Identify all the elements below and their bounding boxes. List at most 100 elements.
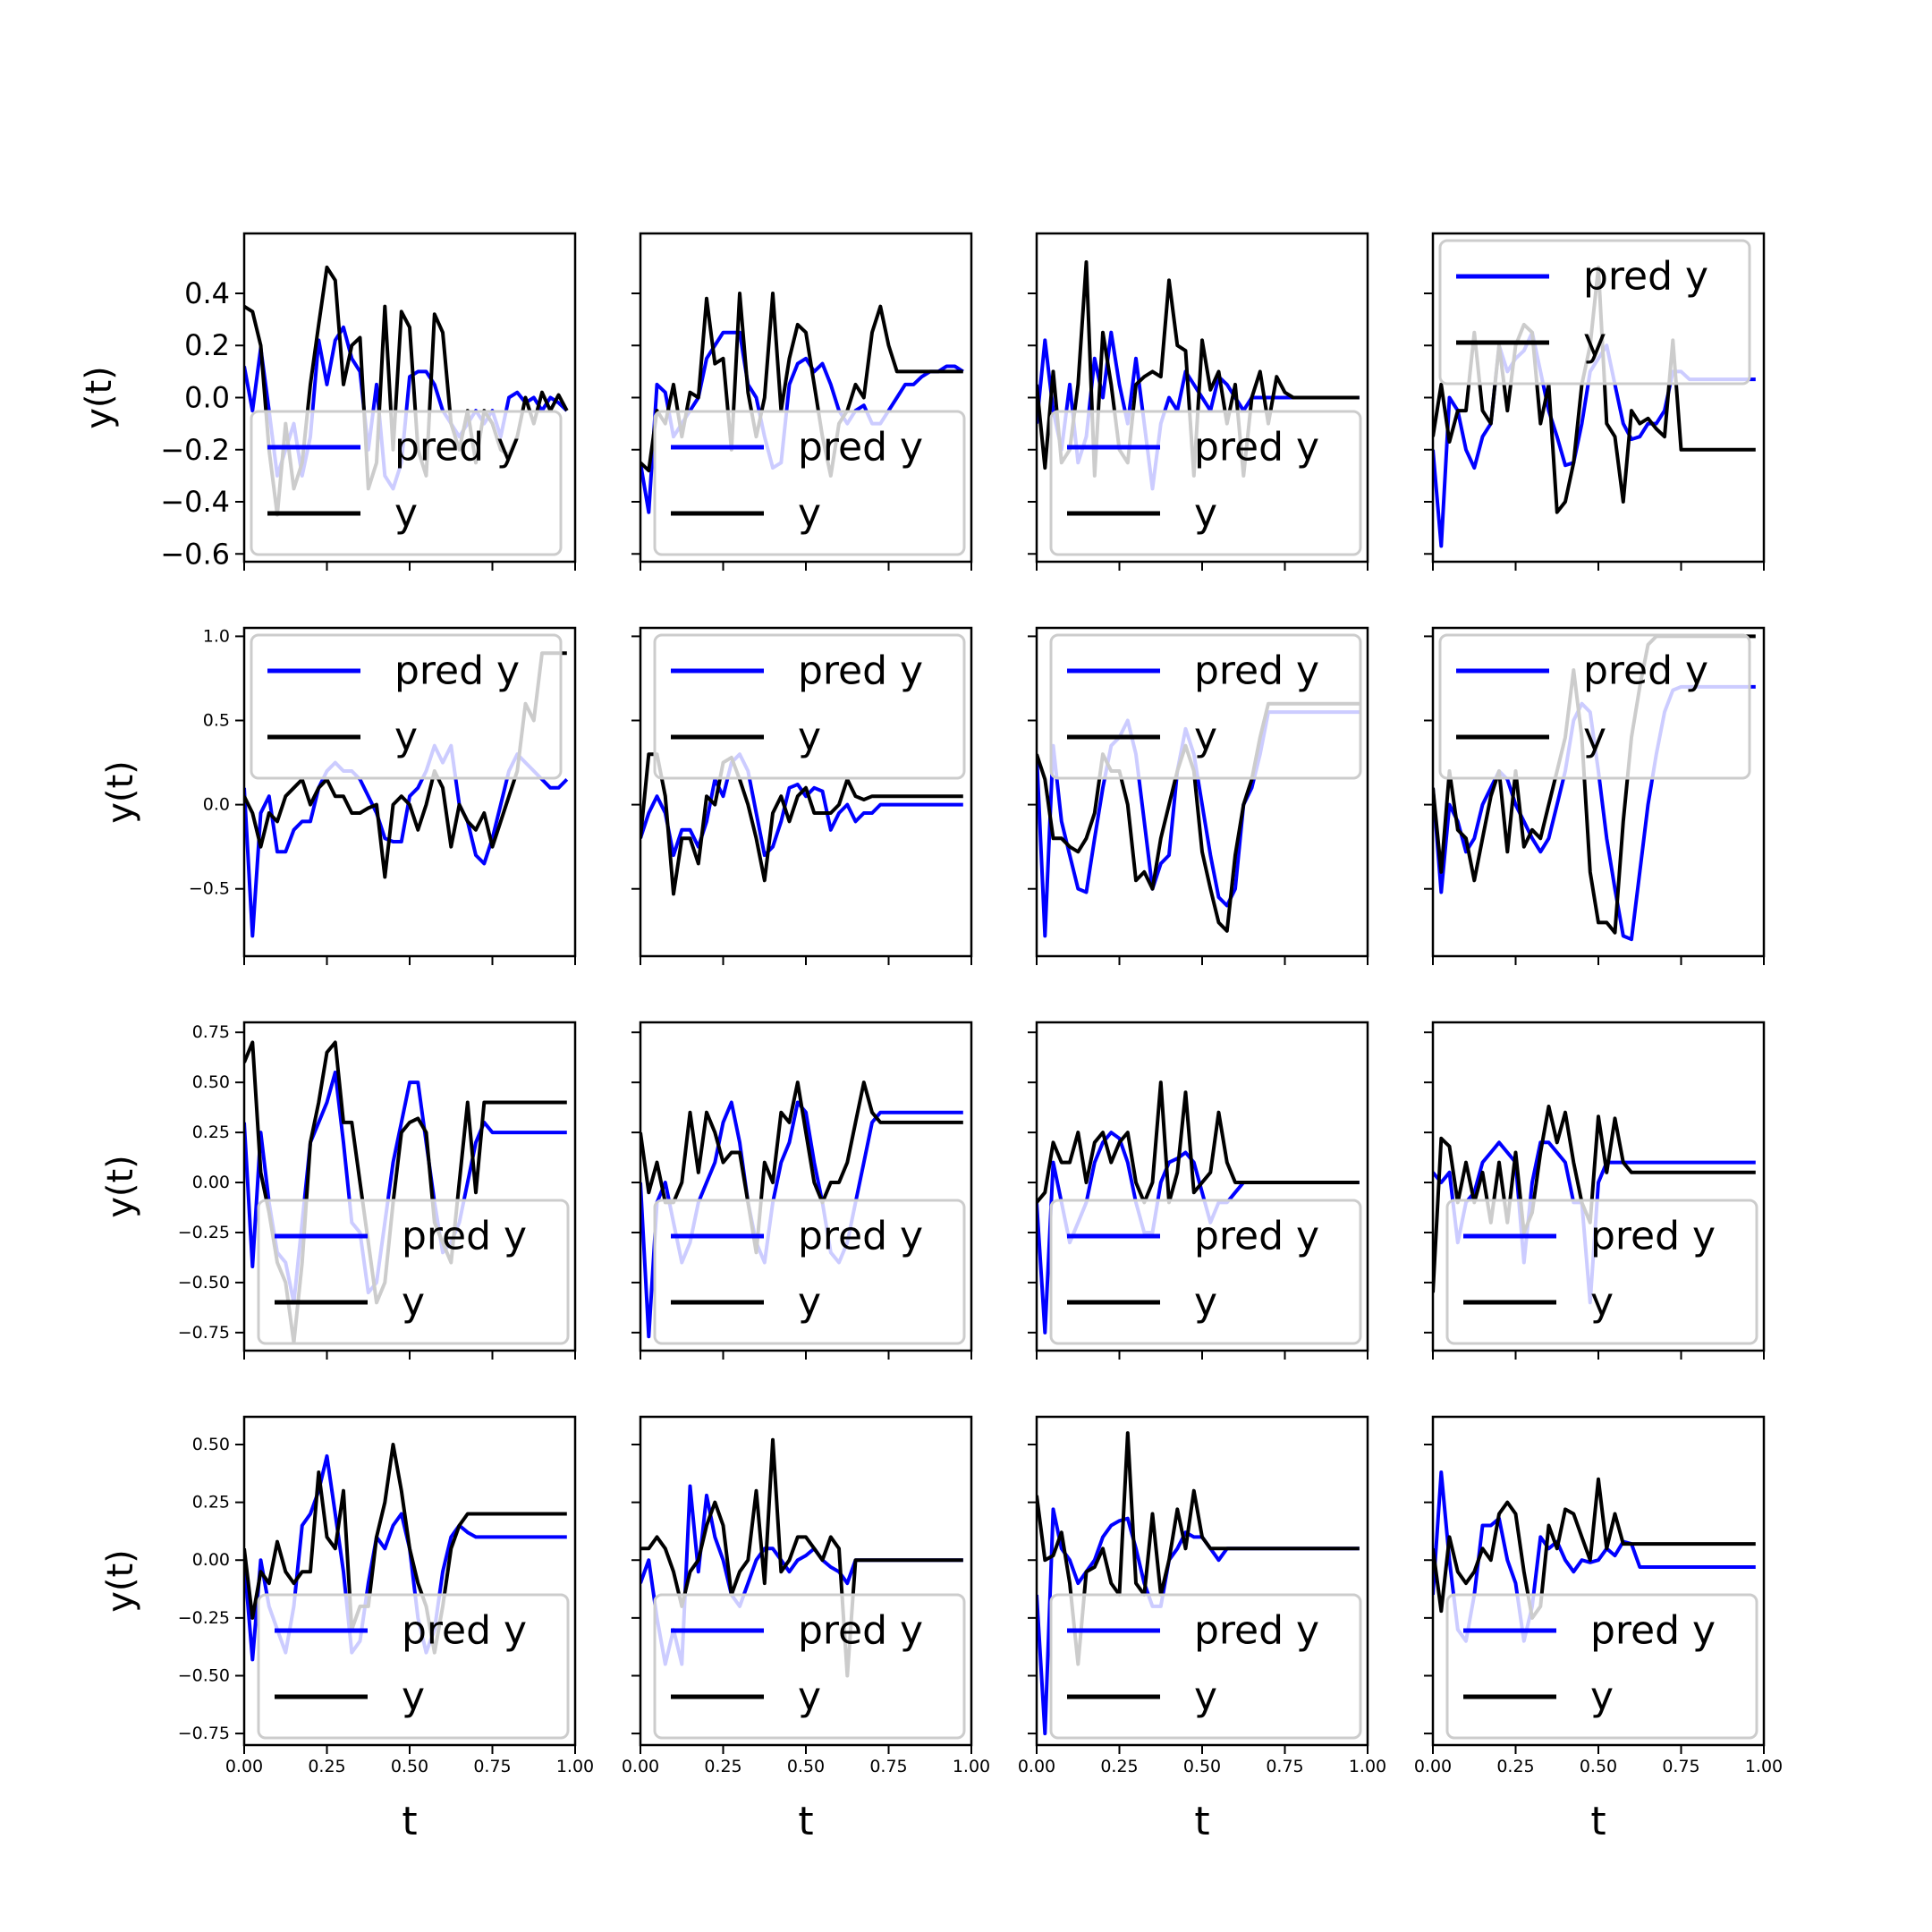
y-tick-label: −0.4: [160, 485, 230, 519]
y-axis-label: y(t): [100, 760, 141, 824]
subplot-r3c1: 0.00 0.25 0.50 0.75 1.00 t pred y y: [622, 1415, 990, 1844]
legend-label-y: y: [394, 491, 418, 537]
series-line-y: [640, 292, 963, 478]
x-tick-label: 1.00: [1745, 1757, 1783, 1776]
x-tick-label: 0.00: [225, 1757, 263, 1776]
y-axis-label: y(t): [79, 366, 120, 429]
legend-label-y: y: [798, 1674, 821, 1720]
series-group: [1433, 1470, 1756, 1643]
series-line-y: [1037, 260, 1360, 478]
axes-frame: [1035, 232, 1369, 564]
series-group: [640, 1437, 963, 1678]
subplot-r3c0: 0.50 0.25 0.00 −0.25 −0.50 −0.75 0.00 0.25 0.50 0…: [100, 1415, 594, 1844]
legend-label-pred-y: pred y: [798, 648, 923, 694]
axes-frame: [1431, 1021, 1766, 1352]
y-axis-label: y(t): [100, 1549, 141, 1613]
x-tick-label: 1.00: [556, 1757, 594, 1776]
y-tick-label: −0.25: [178, 1223, 230, 1242]
y-tick-label: 0.75: [192, 1022, 230, 1042]
legend: pred y y: [653, 410, 966, 556]
series-group: [1037, 260, 1360, 491]
legend-label-y: y: [1194, 715, 1217, 760]
legend-label-pred-y: pred y: [394, 425, 520, 470]
x-tick-label: 0.75: [1662, 1757, 1699, 1776]
legend-label-y: y: [1590, 1674, 1614, 1720]
axes-frame: [1035, 1415, 1369, 1747]
legend-label-y: y: [1194, 1674, 1217, 1720]
series-line-pred-y: [640, 330, 964, 514]
legend-label-y: y: [402, 1280, 425, 1326]
legend-label-y: y: [798, 491, 821, 537]
subplot-r2c1: pred y y: [631, 1021, 973, 1360]
axes-frame: [639, 626, 973, 958]
series-line-y: [1433, 1105, 1756, 1293]
axes-frame: [1035, 1021, 1369, 1352]
legend: pred y y: [1049, 1593, 1362, 1740]
y-tick-label: 0.25: [192, 1493, 230, 1513]
x-tick-label: 0.75: [473, 1757, 511, 1776]
x-tick-label: 0.00: [1018, 1757, 1055, 1776]
legend-label-y: y: [1583, 715, 1606, 760]
x-axis-label: t: [402, 1799, 417, 1844]
axes-frame: [1431, 232, 1766, 564]
legend-label-pred-y: pred y: [402, 1608, 527, 1654]
y-tick-label: −0.75: [178, 1724, 230, 1743]
legend-label-pred-y: pred y: [798, 1608, 923, 1654]
axes-frame: [242, 1415, 577, 1747]
y-tick-label: 0.00: [192, 1173, 230, 1192]
subplot-r1c3: pred y y: [1424, 626, 1766, 965]
subplot-r3c2: 0.00 0.25 0.50 0.75 1.00 t pred y y: [1018, 1415, 1386, 1844]
legend-label-pred-y: pred y: [1590, 1608, 1716, 1654]
y-tick-label: 0.00: [192, 1550, 230, 1570]
subplot-r2c2: pred y y: [1028, 1021, 1369, 1360]
series-line-pred-y: [1433, 1470, 1756, 1643]
legend: pred y y: [1049, 410, 1362, 556]
legend: pred y y: [257, 1593, 570, 1740]
legend-label-y: y: [402, 1674, 425, 1720]
y-tick-label: −0.6: [160, 537, 230, 571]
x-axis-label: t: [1194, 1799, 1209, 1844]
legend: pred y y: [653, 1593, 966, 1740]
x-tick-label: 0.25: [308, 1757, 345, 1776]
x-tick-label: 0.75: [1266, 1757, 1303, 1776]
series-line-y: [1433, 1477, 1756, 1620]
legend: pred y y: [1445, 1593, 1758, 1740]
subplot-r0c2: pred y y: [1028, 232, 1369, 571]
legend: pred y y: [653, 1199, 966, 1345]
subplot-r1c2: pred y y: [1028, 626, 1369, 965]
legend-label-y: y: [798, 715, 821, 760]
legend-label-pred-y: pred y: [1194, 1214, 1319, 1259]
subplot-r0c1: pred y y: [631, 232, 973, 571]
subplot-r2c3: pred y y: [1424, 1021, 1766, 1360]
x-tick-label: 0.00: [622, 1757, 659, 1776]
y-tick-label: 0.25: [192, 1123, 230, 1142]
y-tick-label: 0.50: [192, 1435, 230, 1454]
x-tick-label: 0.50: [787, 1757, 825, 1776]
legend-label-pred-y: pred y: [1583, 648, 1708, 694]
legend: pred y y: [653, 633, 966, 780]
legend-label-y: y: [1194, 491, 1217, 537]
axes-frame: [639, 1415, 973, 1747]
legend: pred y y: [1445, 1199, 1758, 1345]
subplot-r1c1: pred y y: [631, 626, 973, 965]
y-tick-label: 0.50: [192, 1072, 230, 1092]
legend: pred y y: [1438, 633, 1751, 780]
legend: pred y y: [1049, 1199, 1362, 1345]
series-line-y: [1037, 1080, 1360, 1205]
x-tick-label: 0.25: [1496, 1757, 1534, 1776]
legend: pred y y: [257, 1199, 570, 1345]
y-tick-label: −0.75: [178, 1323, 230, 1343]
x-axis-label: t: [798, 1799, 813, 1844]
legend-label-pred-y: pred y: [1194, 1608, 1319, 1654]
axes-frame: [242, 232, 577, 564]
legend-label-pred-y: pred y: [394, 648, 520, 694]
subplot-r0c3: pred y y: [1424, 232, 1766, 571]
x-tick-label: 0.75: [869, 1757, 907, 1776]
series-line-y: [1037, 1431, 1360, 1666]
series-group: [640, 752, 963, 896]
axes-frame: [242, 1021, 577, 1352]
y-tick-label: −0.2: [160, 433, 230, 467]
y-tick-label: −0.50: [178, 1665, 230, 1685]
